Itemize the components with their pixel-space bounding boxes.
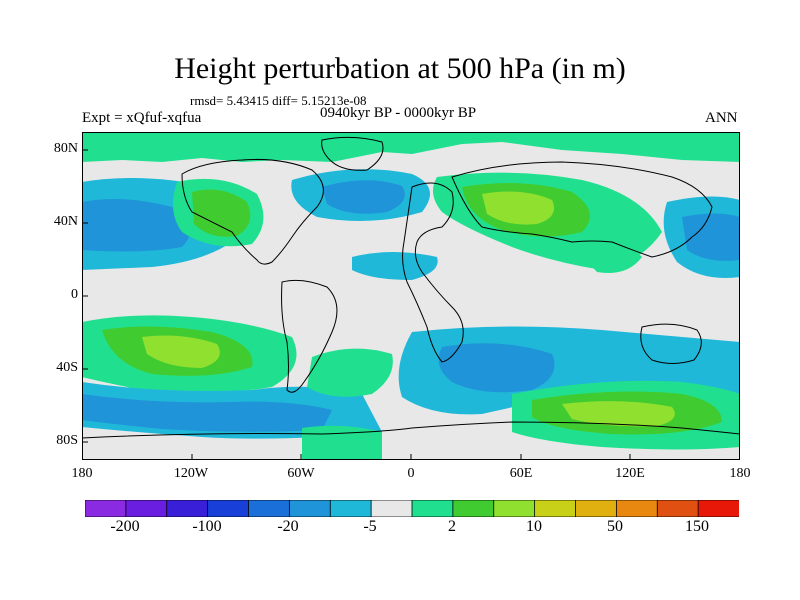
contour-region-south-atlantic-green	[307, 348, 393, 397]
colorbar-swatch-9	[452, 500, 495, 517]
colorbar-swatch-4	[248, 500, 291, 517]
lat-label-40n: 40N	[53, 214, 78, 229]
colorbar-label-neg5: -5	[363, 518, 377, 535]
map-title: Height perturbation at 500 hPa (in m)	[174, 52, 626, 85]
contour-region-arctic-green	[82, 132, 740, 162]
height-perturbation-map	[82, 132, 740, 460]
period-label: 0940kyr BP - 0000kyr BP	[320, 105, 477, 121]
colorbar	[85, 500, 739, 517]
coastline-asia	[451, 161, 713, 258]
contour-region-southern-ocean-core	[82, 394, 332, 432]
lat-label-40s: 40S	[56, 360, 78, 375]
contour-region-south-pole-green	[302, 425, 382, 460]
coastline-greenland	[321, 136, 384, 171]
colorbar-swatch-8	[411, 500, 454, 517]
contour-region-pacific-east-core	[682, 213, 740, 261]
coastline-europe-africa	[402, 182, 464, 363]
coastline-north-america	[181, 158, 324, 265]
lat-label-80s: 80S	[56, 433, 78, 448]
colorbar-swatch-14	[656, 500, 700, 517]
colorbar-label-10: 10	[526, 518, 542, 535]
colorbar-label-neg200: -200	[110, 518, 140, 535]
colorbar-swatch-6	[329, 500, 373, 517]
coastlines	[82, 136, 740, 439]
contour-region-south-pacific-yellow	[142, 335, 220, 368]
contour-region-north-america-lime	[192, 189, 251, 237]
lon-label-180e: 180	[729, 466, 751, 481]
colorbar-swatch-10	[493, 500, 536, 517]
rmsd-stats: rmsd= 5.43415 diff= 5.15213e-08	[190, 93, 367, 108]
colorbar-label-50: 50	[607, 518, 623, 535]
lon-label-60w: 60W	[287, 466, 315, 481]
colorbar-swatch-11	[534, 500, 577, 517]
lon-label-0: 0	[407, 466, 415, 481]
colorbar-swatch-3	[207, 500, 250, 517]
contour-region-north-pacific-core	[82, 198, 190, 252]
colorbar-swatch-7	[370, 500, 413, 517]
map-panel	[82, 132, 740, 460]
coastline-antarctica	[82, 421, 740, 439]
colorbar-swatch-1	[125, 500, 168, 517]
colorbar-swatch-15	[697, 500, 739, 517]
lat-label-80n: 80N	[53, 141, 78, 156]
coastline-south-america	[281, 279, 338, 393]
colorbar-label-150: 150	[685, 518, 709, 535]
colorbar-swatch-2	[166, 500, 209, 517]
lon-label-60e: 60E	[509, 466, 533, 481]
colorbar-swatch-0	[85, 500, 127, 517]
lon-label-180w: 180	[71, 466, 93, 481]
contour-region-atlantic-core	[322, 180, 405, 214]
contour-region-antarctic-yellow	[562, 401, 675, 427]
lat-label-0: 0	[71, 287, 78, 302]
map-tick-marks	[82, 149, 631, 460]
season-label: ANN	[705, 110, 738, 126]
experiment-label: Expt = xQfuf-xqfua	[82, 110, 202, 126]
contour-region-eurasia-yellow	[482, 191, 555, 225]
colorbar-swatch-12	[575, 500, 618, 517]
colorbar-label-2: 2	[448, 518, 456, 535]
coastline-australia	[640, 323, 702, 364]
contour-region-south-indian-core	[438, 343, 555, 393]
lon-label-120e: 120E	[615, 466, 645, 481]
colorbar-label-neg100: -100	[192, 518, 222, 535]
colorbar-label-neg20: -20	[277, 518, 299, 535]
lon-label-120w: 120W	[173, 466, 209, 481]
colorbar-swatch-13	[615, 500, 659, 517]
colorbar-swatch-5	[288, 500, 332, 517]
